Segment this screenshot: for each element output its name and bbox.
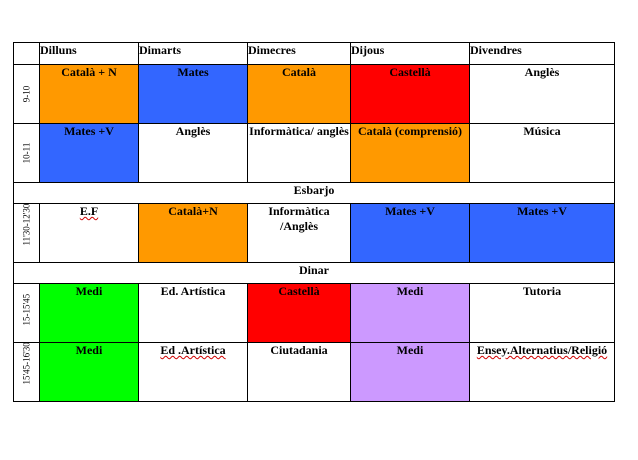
lesson-row: 15-15'45 Medi Ed. Artística Castellà Medi Tut… [13, 283, 615, 343]
header-row: Dilluns Dimarts Dimecres Dijous Divendre… [13, 42, 615, 65]
subject-label: Medi [75, 284, 103, 298]
header-day: Dimarts [138, 42, 248, 65]
lesson-cell: Mates +V [469, 203, 615, 263]
time-slot-label: 15-15'45 [21, 293, 32, 326]
header-day: Divendres [469, 42, 615, 65]
lesson-cell: E.F [39, 203, 139, 263]
time-slot: 11'30-12'30 [13, 203, 40, 263]
lesson-cell: Mates +V [39, 123, 139, 183]
subject-label: Ed .Artística [160, 343, 226, 357]
lesson-cell: Anglès [469, 64, 615, 124]
subject-label: Català + N [61, 65, 117, 79]
lesson-cell: Català + N [39, 64, 139, 124]
subject-label: Castellà [278, 284, 320, 298]
time-slot: 15'45-16'30 [13, 342, 40, 402]
lesson-row: 15'45-16'30 Medi Ed .Artística Ciutadania Me… [13, 342, 615, 402]
subject-label: Tutoria [522, 284, 562, 298]
lesson-cell: Ciutadania [247, 342, 351, 402]
break-label: Esbarjo [13, 182, 615, 204]
subject-label: Català [282, 65, 316, 79]
lesson-row: 9-10 Català + N Mates Català Castellà Anglès [13, 64, 615, 124]
lesson-cell: Medi [350, 342, 470, 402]
lesson-cell: Mates [138, 64, 248, 124]
lesson-cell: Català+N [138, 203, 248, 263]
lesson-row: 10-11 Mates +V Anglès Informàtica/ anglès Ca… [13, 123, 615, 183]
subject-label: Música [523, 124, 561, 138]
break-row: Dinar [13, 262, 615, 284]
subject-label: Informàtica /Anglès [268, 204, 330, 233]
time-slot-label: 11'30-12'30 [21, 203, 32, 246]
lesson-cell: Ed. Artística [138, 283, 248, 343]
lesson-cell: Informàtica /Anglès [247, 203, 351, 263]
lesson-cell: Música [469, 123, 615, 183]
lesson-cell: Ed .Artística [138, 342, 248, 402]
subject-label: Informàtica/ anglès [249, 124, 349, 138]
lesson-cell: Informàtica/ anglès [247, 123, 351, 183]
lesson-cell: Medi [39, 342, 139, 402]
lesson-cell: Anglès [138, 123, 248, 183]
lesson-cell: Castellà [350, 64, 470, 124]
subject-label: Mates +V [64, 124, 114, 138]
lesson-cell: Medi [39, 283, 139, 343]
time-slot-label: 10-11 [21, 142, 32, 164]
subject-label: Ensey.Alternatius/Religió [476, 343, 608, 357]
subject-label: Mates +V [517, 204, 567, 218]
lesson-cell: Català [247, 64, 351, 124]
subject-label: Medi [396, 284, 424, 298]
timetable: Dilluns Dimarts Dimecres Dijous Divendre… [13, 42, 615, 402]
break-row: Esbarjo [13, 182, 615, 204]
subject-label: Castellà [389, 65, 431, 79]
lesson-cell: Castellà [247, 283, 351, 343]
subject-label: Anglès [524, 65, 560, 79]
lesson-row: 11'30-12'30 E.F Català+N Informàtica /Anglè… [13, 203, 615, 263]
time-slot: 15-15'45 [13, 283, 40, 343]
subject-label: Català (comprensió) [357, 124, 463, 138]
time-slot: 10-11 [13, 123, 40, 183]
time-slot-label: 9-10 [21, 85, 32, 103]
lesson-cell: Català (comprensió) [350, 123, 470, 183]
timetable-body: Dilluns Dimarts Dimecres Dijous Divendre… [13, 42, 615, 402]
header-corner [13, 42, 40, 65]
lesson-cell: Medi [350, 283, 470, 343]
time-slot: 9-10 [13, 64, 40, 124]
subject-label: Medi [396, 343, 424, 357]
subject-label: Medi [75, 343, 103, 357]
subject-label: Mates [177, 65, 209, 79]
subject-label: Català+N [168, 204, 218, 218]
lesson-cell: Ensey.Alternatius/Religió [469, 342, 615, 402]
break-label: Dinar [13, 262, 615, 284]
header-day: Dimecres [247, 42, 351, 65]
subject-label: Mates +V [385, 204, 435, 218]
header-day: Dijous [350, 42, 470, 65]
time-slot-label: 15'45-16'30 [21, 342, 32, 385]
subject-label: Ed. Artística [160, 284, 226, 298]
subject-label: Ciutadania [270, 343, 328, 357]
lesson-cell: Mates +V [350, 203, 470, 263]
subject-label: E.F [79, 204, 99, 218]
subject-label: Anglès [175, 124, 211, 138]
header-day: Dilluns [39, 42, 139, 65]
lesson-cell: Tutoria [469, 283, 615, 343]
